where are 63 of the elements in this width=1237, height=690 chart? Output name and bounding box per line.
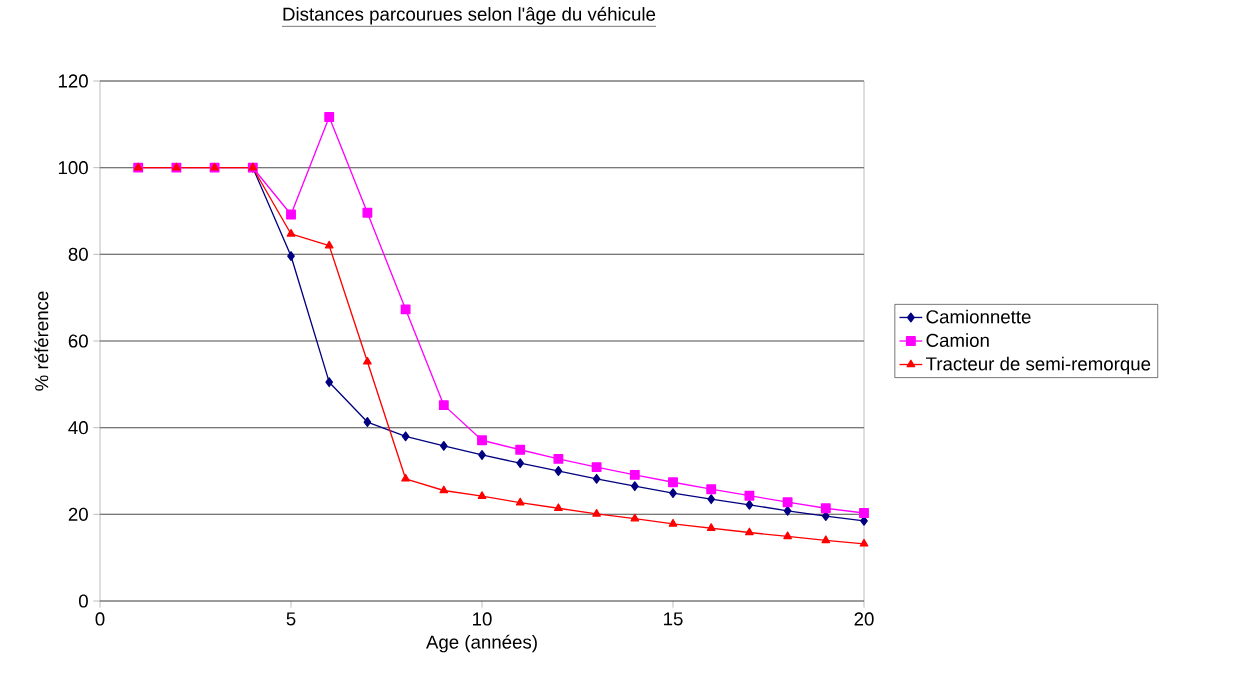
point [553, 453, 564, 464]
point [745, 499, 754, 510]
point [324, 240, 334, 249]
point [515, 497, 525, 506]
point [744, 490, 755, 501]
y-tick-label: 0 [78, 594, 88, 608]
point [286, 229, 296, 237]
point [859, 538, 869, 547]
point [363, 417, 372, 427]
point [821, 535, 831, 544]
point [401, 431, 410, 442]
y-tick-label: 40 [68, 421, 88, 435]
point [478, 450, 486, 460]
point [477, 435, 487, 446]
point [324, 112, 335, 122]
point [362, 207, 373, 218]
x-tick-label: 15 [664, 612, 683, 626]
point [515, 444, 526, 455]
x-axis-title: Age (années) [426, 634, 537, 653]
point [859, 508, 869, 518]
point [669, 488, 677, 499]
x-tick-label: 10 [473, 612, 492, 626]
point [706, 484, 717, 495]
point [439, 485, 449, 494]
x-tick-label: 5 [286, 612, 296, 626]
y-tick-label: 120 [58, 74, 88, 88]
y-tick-label: 80 [68, 247, 88, 261]
point [554, 466, 563, 476]
point [439, 440, 448, 451]
point [363, 356, 372, 365]
point [707, 494, 716, 505]
legend-label: Camion [926, 333, 989, 347]
point [325, 377, 334, 388]
point [629, 469, 640, 480]
point [287, 251, 295, 261]
point [477, 491, 487, 499]
legend-label: Tracteur de semi-remorque [926, 356, 1151, 375]
point [630, 513, 640, 522]
legend-label: Camionnette [926, 309, 1031, 324]
point [820, 503, 831, 514]
y-tick-label: 100 [58, 161, 88, 175]
point [782, 497, 793, 508]
point [438, 400, 449, 411]
chart-title: Distances parcourues selon l'âge du véhicule [283, 6, 656, 25]
point [630, 481, 639, 492]
point [668, 477, 678, 488]
point [516, 458, 525, 469]
point [554, 503, 563, 512]
y-axis-title: % référence [34, 291, 49, 391]
point [592, 473, 601, 484]
point [783, 531, 792, 540]
point [706, 523, 716, 531]
point [400, 304, 411, 315]
point [286, 209, 296, 220]
x-tick-label: 0 [95, 612, 105, 626]
y-tick-label: 20 [68, 507, 88, 521]
point [591, 462, 602, 473]
point [668, 518, 678, 527]
y-tick-label: 60 [68, 334, 88, 348]
point [401, 473, 410, 482]
x-tick-label: 20 [854, 612, 874, 626]
point [745, 527, 754, 536]
point [592, 508, 601, 517]
